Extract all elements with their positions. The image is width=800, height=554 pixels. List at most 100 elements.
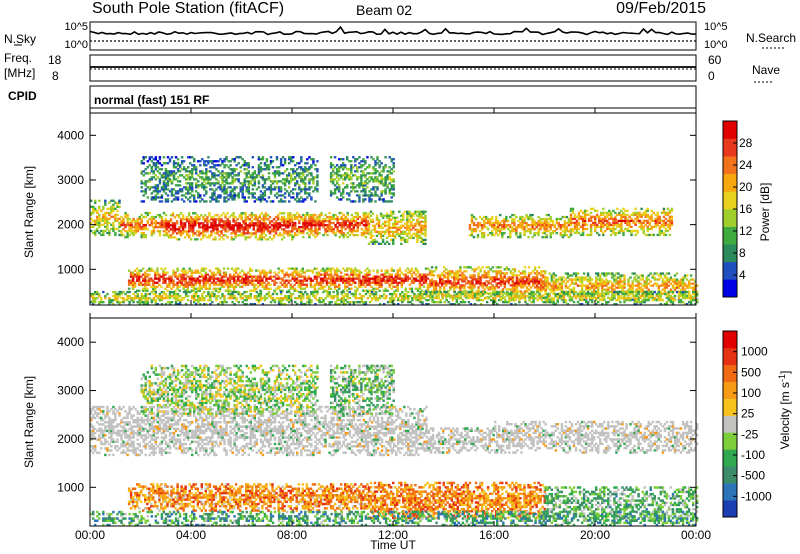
data-cell (179, 212, 183, 215)
data-cell (172, 285, 175, 288)
data-cell (509, 236, 512, 239)
data-cell (138, 297, 141, 300)
data-cell (314, 219, 317, 223)
data-cell (646, 227, 649, 231)
data-cell (210, 281, 214, 284)
data-cell (184, 271, 187, 274)
data-cell (356, 297, 360, 300)
data-cell (334, 224, 337, 227)
data-cell (543, 226, 546, 229)
data-cell (523, 228, 526, 231)
data-cell (518, 295, 521, 298)
data-cell (602, 211, 605, 215)
data-cell (496, 303, 499, 306)
data-cell (162, 275, 165, 278)
data-cell (594, 223, 597, 227)
data-cell (200, 269, 204, 272)
data-cell (517, 274, 521, 277)
data-cell (390, 218, 393, 221)
data-cell (482, 236, 486, 239)
data-cell (388, 273, 391, 276)
data-cell (100, 297, 103, 300)
data-cell (367, 226, 371, 229)
data-cell (532, 290, 535, 294)
data-cell (366, 283, 369, 286)
data-cell (451, 272, 454, 275)
data-cell (168, 297, 172, 300)
data-cell (287, 273, 290, 276)
data-cell (529, 213, 532, 217)
data-cell (505, 280, 509, 283)
data-cell (589, 225, 593, 229)
data-cell (247, 281, 250, 284)
data-cell (503, 282, 507, 285)
data-cell (519, 272, 523, 275)
data-cell (382, 273, 385, 276)
data-cell (606, 211, 609, 215)
data-cell (156, 281, 159, 284)
data-cell (385, 224, 389, 227)
data-cell (297, 273, 301, 276)
data-cell (305, 277, 309, 280)
data-cell (499, 284, 503, 287)
data-cell (515, 274, 519, 277)
data-cell (467, 282, 470, 285)
data-cell (158, 279, 161, 282)
data-cell (314, 226, 317, 229)
data-cell (348, 283, 351, 286)
data-cell (541, 236, 544, 239)
data-cell (310, 292, 313, 296)
data-cell (264, 224, 268, 227)
data-cell (300, 292, 303, 296)
data-cell (181, 232, 185, 235)
data-cell (661, 292, 665, 295)
data-cell (292, 221, 295, 225)
data-cell (634, 221, 637, 225)
data-cell (331, 267, 335, 270)
data-cell (611, 272, 614, 275)
data-cell (666, 223, 670, 227)
data-cell (685, 284, 689, 287)
data-cell (144, 289, 147, 292)
data-cell (356, 224, 360, 227)
data-cell (649, 280, 652, 283)
data-cell (255, 287, 258, 290)
data-cell (408, 220, 411, 223)
data-cell (276, 226, 280, 229)
data-cell (426, 289, 430, 292)
data-cell (317, 283, 321, 286)
data-cell (326, 290, 329, 294)
data-cell (369, 236, 373, 240)
data-cell (545, 228, 548, 231)
data-cell (558, 296, 562, 299)
data-cell (637, 284, 640, 287)
data-cell (503, 221, 506, 225)
data-cell (152, 281, 155, 284)
data-cell (380, 283, 383, 286)
data-cell (257, 281, 260, 284)
data-cell (232, 220, 235, 223)
data-cell (348, 230, 352, 233)
data-cell (144, 295, 147, 298)
data-cell (527, 228, 530, 231)
data-cell (102, 217, 105, 221)
data-cell (660, 223, 664, 227)
data-cell (627, 282, 630, 285)
data-cell (519, 280, 523, 283)
data-cell (324, 219, 327, 223)
data-cell (558, 288, 562, 291)
data-cell (302, 224, 305, 227)
data-cell (358, 215, 362, 219)
data-cell (546, 282, 549, 285)
data-cell (503, 226, 506, 229)
data-cell (515, 232, 518, 235)
data-cell (626, 227, 629, 231)
data-cell (126, 297, 129, 300)
data-cell (190, 281, 193, 284)
data-cell (617, 280, 620, 283)
data-cell (246, 230, 250, 233)
data-cell (248, 236, 252, 239)
data-cell (102, 207, 105, 211)
data-cell (291, 271, 294, 274)
data-cell (465, 270, 468, 273)
